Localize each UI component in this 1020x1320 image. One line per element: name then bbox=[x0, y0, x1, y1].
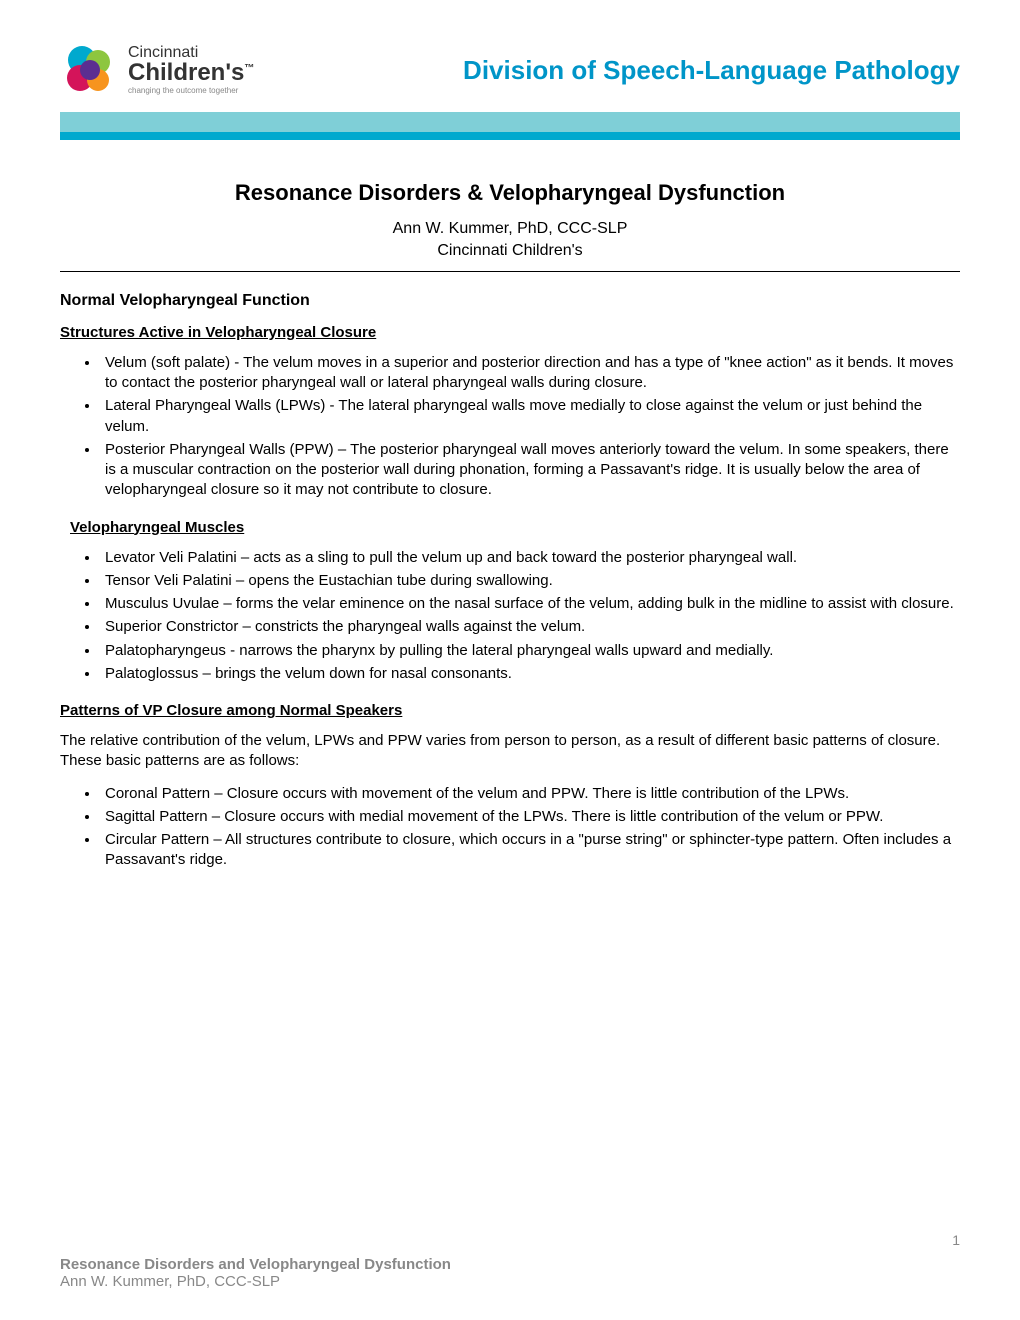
subheading-structures: Structures Active in Velopharyngeal Clos… bbox=[60, 324, 960, 341]
footer-doc-title: Resonance Disorders and Velopharyngeal D… bbox=[60, 1256, 960, 1273]
list-item: Palatoglossus – brings the velum down fo… bbox=[100, 664, 960, 684]
logo: Cincinnati Children's™ changing the outc… bbox=[60, 40, 254, 100]
list-item: Tensor Veli Palatini – opens the Eustach… bbox=[100, 571, 960, 591]
header-bar-light bbox=[60, 112, 960, 132]
author-institution: Cincinnati Children's bbox=[60, 240, 960, 262]
list-item: Palatopharyngeus - narrows the pharynx b… bbox=[100, 641, 960, 661]
author-block: Ann W. Kummer, PhD, CCC-SLP Cincinnati C… bbox=[60, 218, 960, 263]
subheading-muscles: Velopharyngeal Muscles bbox=[70, 519, 960, 536]
list-item: Levator Veli Palatini – acts as a sling … bbox=[100, 548, 960, 568]
logo-tagline: changing the outcome together bbox=[128, 87, 254, 95]
page-footer: 1 Resonance Disorders and Velopharyngeal… bbox=[60, 1232, 960, 1290]
section-heading: Normal Velopharyngeal Function bbox=[60, 292, 960, 310]
list-item: Lateral Pharyngeal Walls (LPWs) - The la… bbox=[100, 396, 960, 437]
list-item: Sagittal Pattern – Closure occurs with m… bbox=[100, 807, 960, 827]
list-item: Posterior Pharyngeal Walls (PPW) – The p… bbox=[100, 440, 960, 501]
division-title: Division of Speech-Language Pathology bbox=[463, 55, 960, 86]
divider-line bbox=[60, 271, 960, 272]
header-bar-dark bbox=[60, 132, 960, 140]
footer-author: Ann W. Kummer, PhD, CCC-SLP bbox=[60, 1273, 960, 1290]
page-number: 1 bbox=[60, 1232, 960, 1248]
muscles-list: Levator Veli Palatini – acts as a sling … bbox=[100, 548, 960, 685]
list-item: Velum (soft palate) - The velum moves in… bbox=[100, 353, 960, 394]
list-item: Musculus Uvulae – forms the velar eminen… bbox=[100, 594, 960, 614]
logo-line2: Children's™ bbox=[128, 61, 254, 85]
structures-list: Velum (soft palate) - The velum moves in… bbox=[100, 353, 960, 501]
page-header: Cincinnati Children's™ changing the outc… bbox=[60, 40, 960, 100]
patterns-list: Coronal Pattern – Closure occurs with mo… bbox=[100, 784, 960, 871]
document-title: Resonance Disorders & Velopharyngeal Dys… bbox=[60, 180, 960, 206]
patterns-intro: The relative contribution of the velum, … bbox=[60, 731, 960, 772]
logo-icon bbox=[60, 40, 120, 100]
list-item: Superior Constrictor – constricts the ph… bbox=[100, 617, 960, 637]
logo-text: Cincinnati Children's™ changing the outc… bbox=[128, 45, 254, 95]
header-bars bbox=[60, 112, 960, 140]
list-item: Coronal Pattern – Closure occurs with mo… bbox=[100, 784, 960, 804]
list-item: Circular Pattern – All structures contri… bbox=[100, 830, 960, 871]
subheading-patterns: Patterns of VP Closure among Normal Spea… bbox=[60, 702, 960, 719]
author-name: Ann W. Kummer, PhD, CCC-SLP bbox=[60, 218, 960, 240]
